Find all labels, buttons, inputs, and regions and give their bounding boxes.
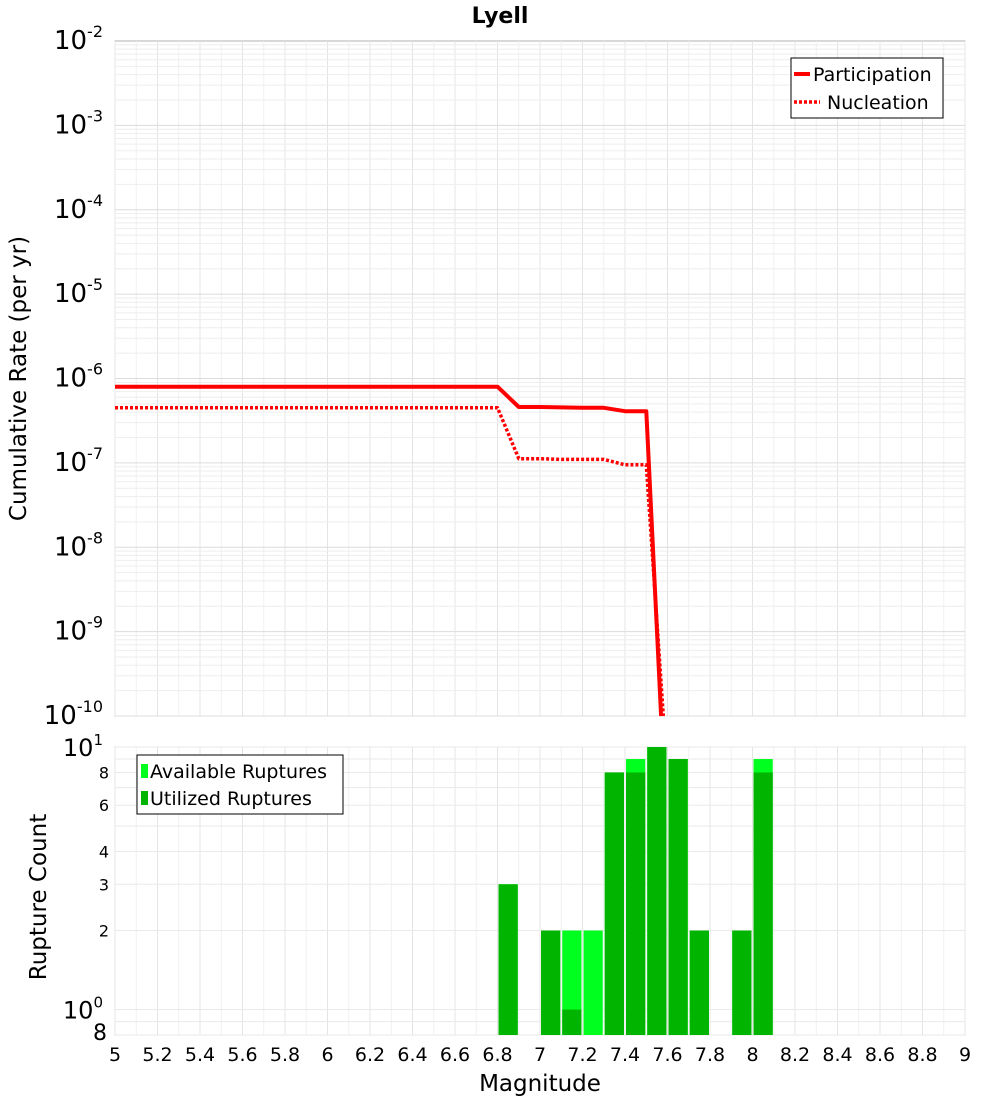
x-tick-label: 7.6	[652, 1044, 682, 1066]
bar-utilized-ruptures	[732, 930, 752, 1035]
rupture-bars	[498, 747, 773, 1035]
y-tick-label: 10-10	[44, 697, 103, 731]
y-tick-label: 4	[99, 842, 109, 861]
x-tick-label: 8.2	[780, 1044, 810, 1066]
y-tick-label: 3	[99, 875, 109, 894]
x-tick-label: 8.6	[865, 1044, 895, 1066]
x-tick-label: 6	[321, 1044, 333, 1066]
rate-plot: 10-2 10-3 10-4 10-5 10-6 10-7 10-8 10-9 10-10 Cu…	[6, 22, 966, 731]
y-tick-label: 2	[99, 922, 109, 941]
x-tick-label: 6.2	[355, 1044, 385, 1066]
series-line-participation	[115, 384, 664, 717]
rate-legend: Participation Nucleation	[790, 57, 944, 119]
rate-y-axis-label: Cumulative Rate (per yr)	[6, 236, 32, 521]
bar-utilized-ruptures	[604, 772, 624, 1035]
magnitude-x-tick-labels: 5 5.2 5.4 5.6 5.8 6 6.2 6.4 6.6 6.8 7 7.2 7.4 7.6 7.8 8…	[109, 1044, 971, 1066]
magnitude-x-axis-label: Magnitude	[479, 1071, 601, 1097]
legend-label: Participation	[813, 64, 932, 86]
bar-utilized-ruptures	[668, 759, 688, 1035]
x-tick-label: 8	[746, 1044, 758, 1066]
y-tick-label: 100	[63, 994, 103, 1025]
bar-utilized-ruptures	[626, 772, 646, 1035]
x-tick-label: 5	[109, 1044, 121, 1066]
bar-utilized-ruptures	[562, 1009, 582, 1035]
rate-plot-lines	[115, 384, 666, 717]
legend-swatch-utilized-ruptures	[141, 791, 148, 805]
y-tick-label: 10-7	[54, 444, 103, 478]
x-tick-label: 6.4	[397, 1044, 427, 1066]
y-tick-label: 8	[93, 1021, 107, 1046]
x-tick-label: 8.4	[822, 1044, 852, 1066]
x-tick-label: 5.4	[185, 1044, 215, 1066]
rupture-legend: Available Ruptures Utilized Ruptures	[136, 754, 344, 815]
y-tick-label: 101	[63, 731, 103, 762]
y-tick-label: 10-2	[54, 22, 103, 56]
x-tick-label: 7.4	[610, 1044, 640, 1066]
x-tick-label: 6.6	[440, 1044, 470, 1066]
y-tick-label: 10-9	[54, 613, 103, 647]
y-tick-label: 8	[99, 763, 109, 782]
chart-title: Lyell	[472, 4, 529, 29]
y-tick-label: 10-6	[54, 360, 103, 394]
y-tick-label: 6	[99, 796, 109, 815]
legend-label: Utilized Ruptures	[150, 788, 312, 810]
legend-swatch-available-ruptures	[141, 764, 148, 778]
y-tick-label: 10-8	[54, 528, 103, 562]
bar-utilized-ruptures	[689, 930, 709, 1035]
legend-box	[136, 754, 344, 815]
x-tick-label: 7.8	[695, 1044, 725, 1066]
legend-label: Available Ruptures	[150, 761, 327, 783]
bar-utilized-ruptures	[753, 772, 773, 1035]
x-tick-label: 5.6	[227, 1044, 257, 1066]
rate-y-tick-labels: 10-2 10-3 10-4 10-5 10-6 10-7 10-8 10-9 10-10	[44, 22, 103, 731]
rupture-y-axis-label: Rupture Count	[26, 814, 52, 980]
x-tick-label: 6.8	[482, 1044, 512, 1066]
x-tick-label: 5.2	[142, 1044, 172, 1066]
x-tick-label: 7.2	[567, 1044, 597, 1066]
bar-utilized-ruptures	[647, 747, 667, 1035]
x-tick-label: 5.8	[270, 1044, 300, 1066]
legend-box	[790, 57, 944, 119]
y-tick-label: 10-3	[54, 106, 103, 140]
rate-plot-grid	[114, 41, 966, 717]
bar-available-ruptures	[583, 930, 603, 1035]
bar-utilized-ruptures	[498, 884, 518, 1035]
y-tick-label: 10-5	[54, 275, 103, 309]
y-tick-label: 10-4	[54, 191, 103, 225]
bar-utilized-ruptures	[541, 930, 561, 1035]
series-line-nucleation	[115, 406, 666, 717]
bar-available-ruptures	[562, 930, 582, 1035]
x-tick-label: 9	[959, 1044, 971, 1066]
x-tick-label: 7	[534, 1044, 546, 1066]
legend-label: Nucleation	[827, 92, 929, 114]
x-tick-label: 8.8	[907, 1044, 937, 1066]
